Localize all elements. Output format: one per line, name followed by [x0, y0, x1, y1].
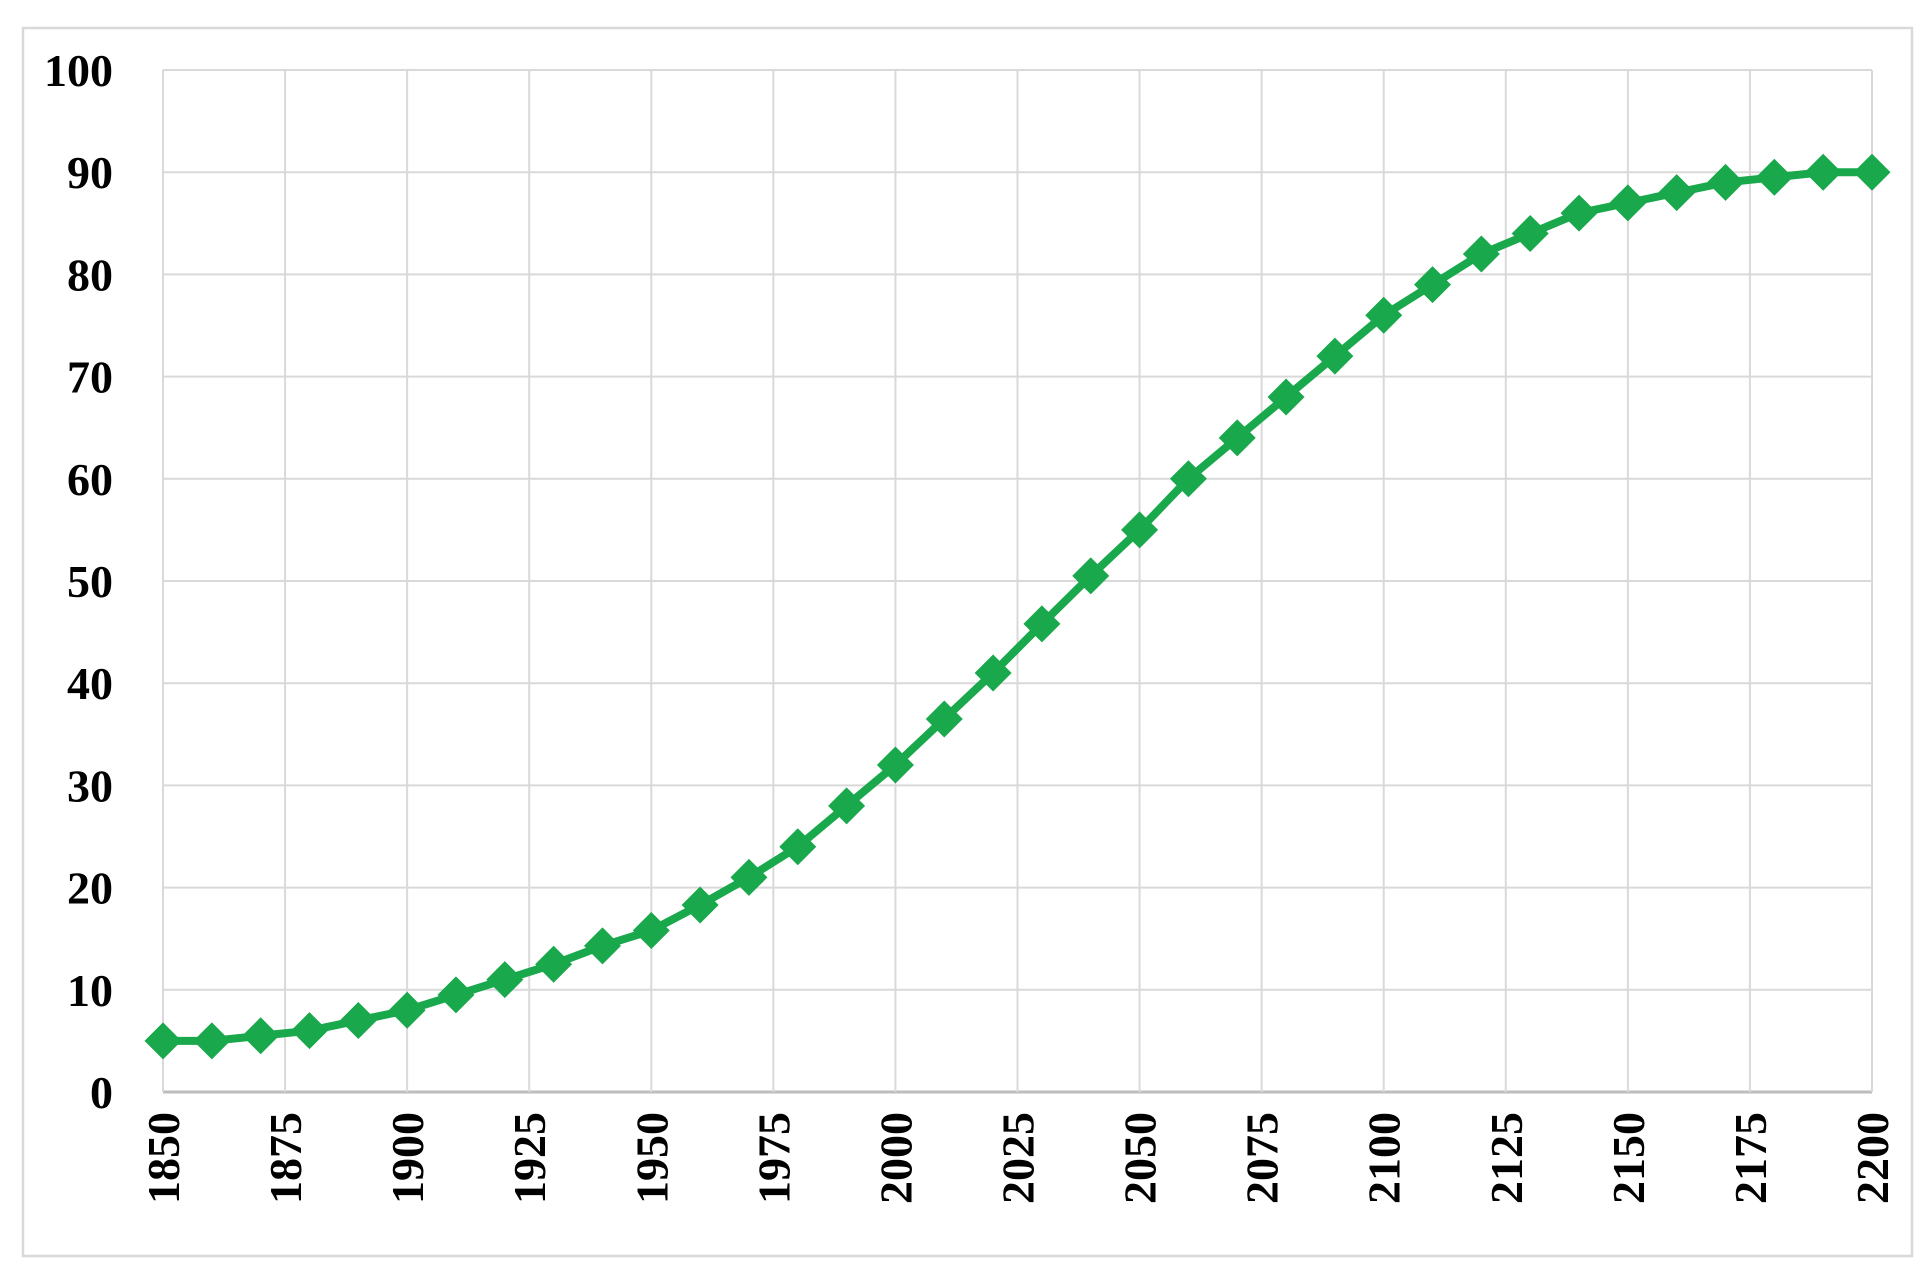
data-point-marker [144, 1022, 182, 1060]
data-point-marker [925, 700, 963, 738]
data-point-marker [1169, 460, 1207, 498]
data-point-marker [1072, 557, 1110, 595]
data-point-marker [193, 1022, 231, 1060]
x-tick-label: 1925 [504, 1112, 555, 1204]
data-point-marker [1462, 235, 1500, 273]
x-tick-label: 2025 [993, 1112, 1044, 1204]
data-point-marker [876, 746, 914, 784]
x-tick-label: 1850 [138, 1112, 189, 1204]
y-tick-label: 100 [44, 45, 113, 96]
y-tick-label: 30 [67, 760, 113, 811]
x-tick-label: 2075 [1237, 1112, 1288, 1204]
data-point-marker [1804, 153, 1842, 191]
data-point-marker [730, 858, 768, 896]
y-tick-label: 60 [67, 454, 113, 505]
x-tick-label: 2200 [1847, 1112, 1898, 1204]
data-point-marker [1023, 605, 1061, 643]
data-point-marker [974, 654, 1012, 692]
x-tick-label: 2125 [1481, 1112, 1532, 1204]
x-tick-label: 2150 [1603, 1112, 1654, 1204]
y-tick-label: 50 [67, 556, 113, 607]
data-point-marker [1755, 158, 1793, 196]
data-point-marker [681, 886, 719, 924]
data-point-marker [583, 927, 621, 965]
y-tick-label: 10 [67, 965, 113, 1016]
data-point-marker [1316, 337, 1354, 375]
data-point-marker [339, 1001, 377, 1039]
data-point-marker [1121, 511, 1159, 549]
data-point-marker [1511, 215, 1549, 253]
data-point-marker [437, 976, 475, 1014]
data-point-marker [1658, 174, 1696, 212]
x-tick-label: 2050 [1115, 1112, 1166, 1204]
x-tick-label: 2100 [1359, 1112, 1410, 1204]
x-tick-label: 2000 [870, 1112, 921, 1204]
data-point-marker [1414, 266, 1452, 304]
data-point-marker [1218, 419, 1256, 457]
data-point-marker [1853, 153, 1891, 191]
data-point-marker [290, 1012, 328, 1050]
x-tick-label: 2175 [1725, 1112, 1776, 1204]
data-point-marker [535, 945, 573, 983]
x-tick-label: 1900 [382, 1112, 433, 1204]
data-point-marker [1609, 184, 1647, 222]
x-tick-label: 1975 [748, 1112, 799, 1204]
data-point-marker [779, 828, 817, 866]
y-tick-label: 90 [67, 147, 113, 198]
y-tick-label: 80 [67, 249, 113, 300]
x-tick-label: 1950 [626, 1112, 677, 1204]
y-tick-label: 40 [67, 658, 113, 709]
data-point-marker [1267, 378, 1305, 416]
x-tick-label: 1875 [260, 1112, 311, 1204]
y-tick-label: 0 [90, 1067, 113, 1118]
y-tick-label: 20 [67, 863, 113, 914]
data-point-marker [828, 787, 866, 825]
data-point-marker [1560, 194, 1598, 232]
data-point-marker [1707, 163, 1745, 201]
data-point-marker [388, 991, 426, 1029]
data-point-marker [1365, 296, 1403, 334]
data-point-marker [632, 912, 670, 950]
data-point-marker [242, 1017, 280, 1055]
y-tick-label: 70 [67, 352, 113, 403]
data-point-marker [486, 961, 524, 999]
chart-frame-border [21, 26, 1914, 1258]
